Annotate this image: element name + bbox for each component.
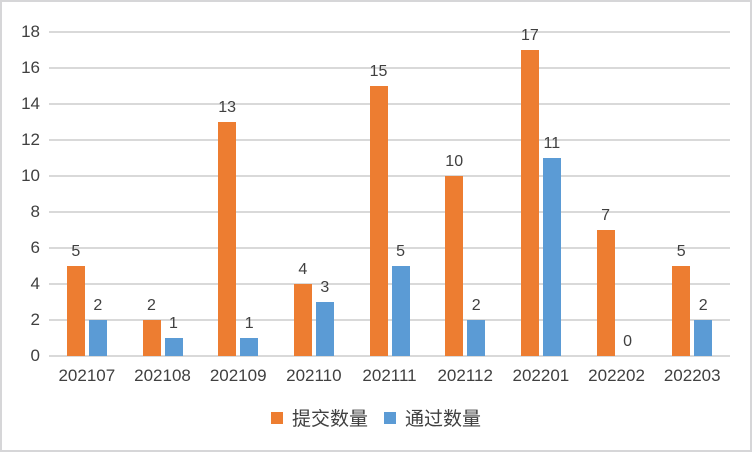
bar-value-label: 5: [676, 243, 686, 260]
bar-series-0: 5: [672, 243, 691, 356]
legend-item-passed: 通过数量: [384, 404, 481, 431]
y-tick-label: 2: [30, 310, 40, 329]
y-tick-label: 16: [21, 58, 40, 77]
x-tick-label: 202112: [437, 366, 493, 385]
bar-value-label: 11: [543, 135, 561, 152]
x-tick-label: 202110: [286, 366, 342, 385]
bar-series-0: 4: [293, 261, 312, 356]
bar-groups: 5 2 2 1 13 1 4 3 15 5 10 2 17 11 7 0 5 2: [49, 27, 730, 356]
bar-value-label: 2: [698, 297, 708, 314]
bar-group: 10 2: [427, 32, 503, 356]
gridline: [49, 103, 730, 105]
bar-value-label: 7: [601, 207, 610, 224]
gridline: [49, 211, 730, 213]
y-tick-label: 8: [30, 202, 40, 221]
x-tick-label: 202203: [663, 366, 721, 385]
y-tick-label: 18: [21, 22, 40, 41]
bar-value-label: 17: [520, 27, 539, 44]
gridline: [49, 175, 730, 177]
bar-series-1: 5: [391, 243, 410, 356]
y-tick-label: 6: [30, 238, 40, 257]
bar-value-label: 2: [147, 297, 156, 314]
bar-series-0: 15: [369, 63, 388, 356]
x-tick-label: 202107: [58, 366, 116, 385]
legend-swatch-blue-icon: [384, 411, 396, 424]
y-axis: 0 2 4 6 8 10 12 14 16 18: [2, 22, 40, 365]
bar-value-label: 2: [93, 297, 103, 314]
gridline: [49, 319, 730, 321]
bar-series-1: 2: [694, 297, 713, 356]
plot-area: 5 2 2 1 13 1 4 3 15 5 10 2 17 11 7 0 5 2: [49, 27, 730, 357]
bar-value-label: 10: [445, 153, 464, 170]
bar-group: 17 11: [503, 27, 579, 356]
y-tick-label: 0: [30, 346, 40, 365]
x-tick-label: 202108: [134, 366, 191, 385]
gridline: [49, 247, 730, 249]
bar-value-label: 0: [623, 333, 632, 350]
bar-series-1: 3: [315, 279, 334, 356]
x-axis: 202107 202108 202109 202110 202111 202112 2022…: [49, 366, 730, 386]
bar-group: 13 1: [200, 32, 276, 356]
bar-value-label: 5: [396, 243, 405, 260]
bar-value-label: 4: [298, 261, 308, 278]
bar-series-0: 10: [445, 153, 464, 356]
y-tick-label: 12: [21, 130, 40, 149]
bar-series-0: 17: [520, 27, 539, 356]
gridline: [49, 283, 730, 285]
bar-value-label: 1: [244, 315, 254, 332]
bar-series-0: 13: [218, 99, 237, 356]
legend-label-submitted: 提交数量: [291, 409, 368, 430]
bar-series-0: 2: [142, 297, 161, 356]
bar-value-label: 13: [218, 99, 237, 116]
bar-series-0: 7: [596, 207, 615, 356]
bar-value-label: 2: [471, 297, 481, 314]
bar-value-label: 5: [71, 243, 81, 260]
legend-item-submitted: 提交数量: [270, 404, 368, 431]
bar-group: 15 5: [352, 32, 428, 356]
x-tick-label: 202202: [588, 366, 645, 385]
gridlines: [49, 31, 730, 357]
bar-series-1: 2: [88, 297, 107, 356]
legend-swatch-orange-icon: [270, 411, 283, 424]
bar-series-1: 2: [467, 297, 486, 356]
gridline: [49, 31, 730, 33]
bar-value-label: 15: [369, 63, 388, 80]
y-tick-label: 14: [21, 94, 40, 113]
gridline: [49, 139, 730, 141]
gridline: [49, 67, 730, 69]
x-tick-label: 202111: [362, 366, 417, 385]
bar-series-1: 1: [164, 315, 183, 356]
y-tick-label: 4: [30, 274, 40, 293]
x-tick-label: 202109: [209, 366, 267, 385]
legend: 提交数量 通过数量: [2, 404, 750, 431]
bar-value-label: 3: [320, 279, 330, 296]
bar-value-label: 1: [169, 315, 178, 332]
y-tick-label: 10: [21, 166, 40, 185]
bar-series-1: 11: [542, 135, 561, 356]
legend-label-passed: 通过数量: [405, 409, 482, 430]
bar-series-0: 5: [66, 243, 85, 356]
x-tick-label: 202201: [512, 366, 570, 385]
bar-series-1: 1: [240, 315, 259, 356]
gridline: [49, 355, 730, 357]
